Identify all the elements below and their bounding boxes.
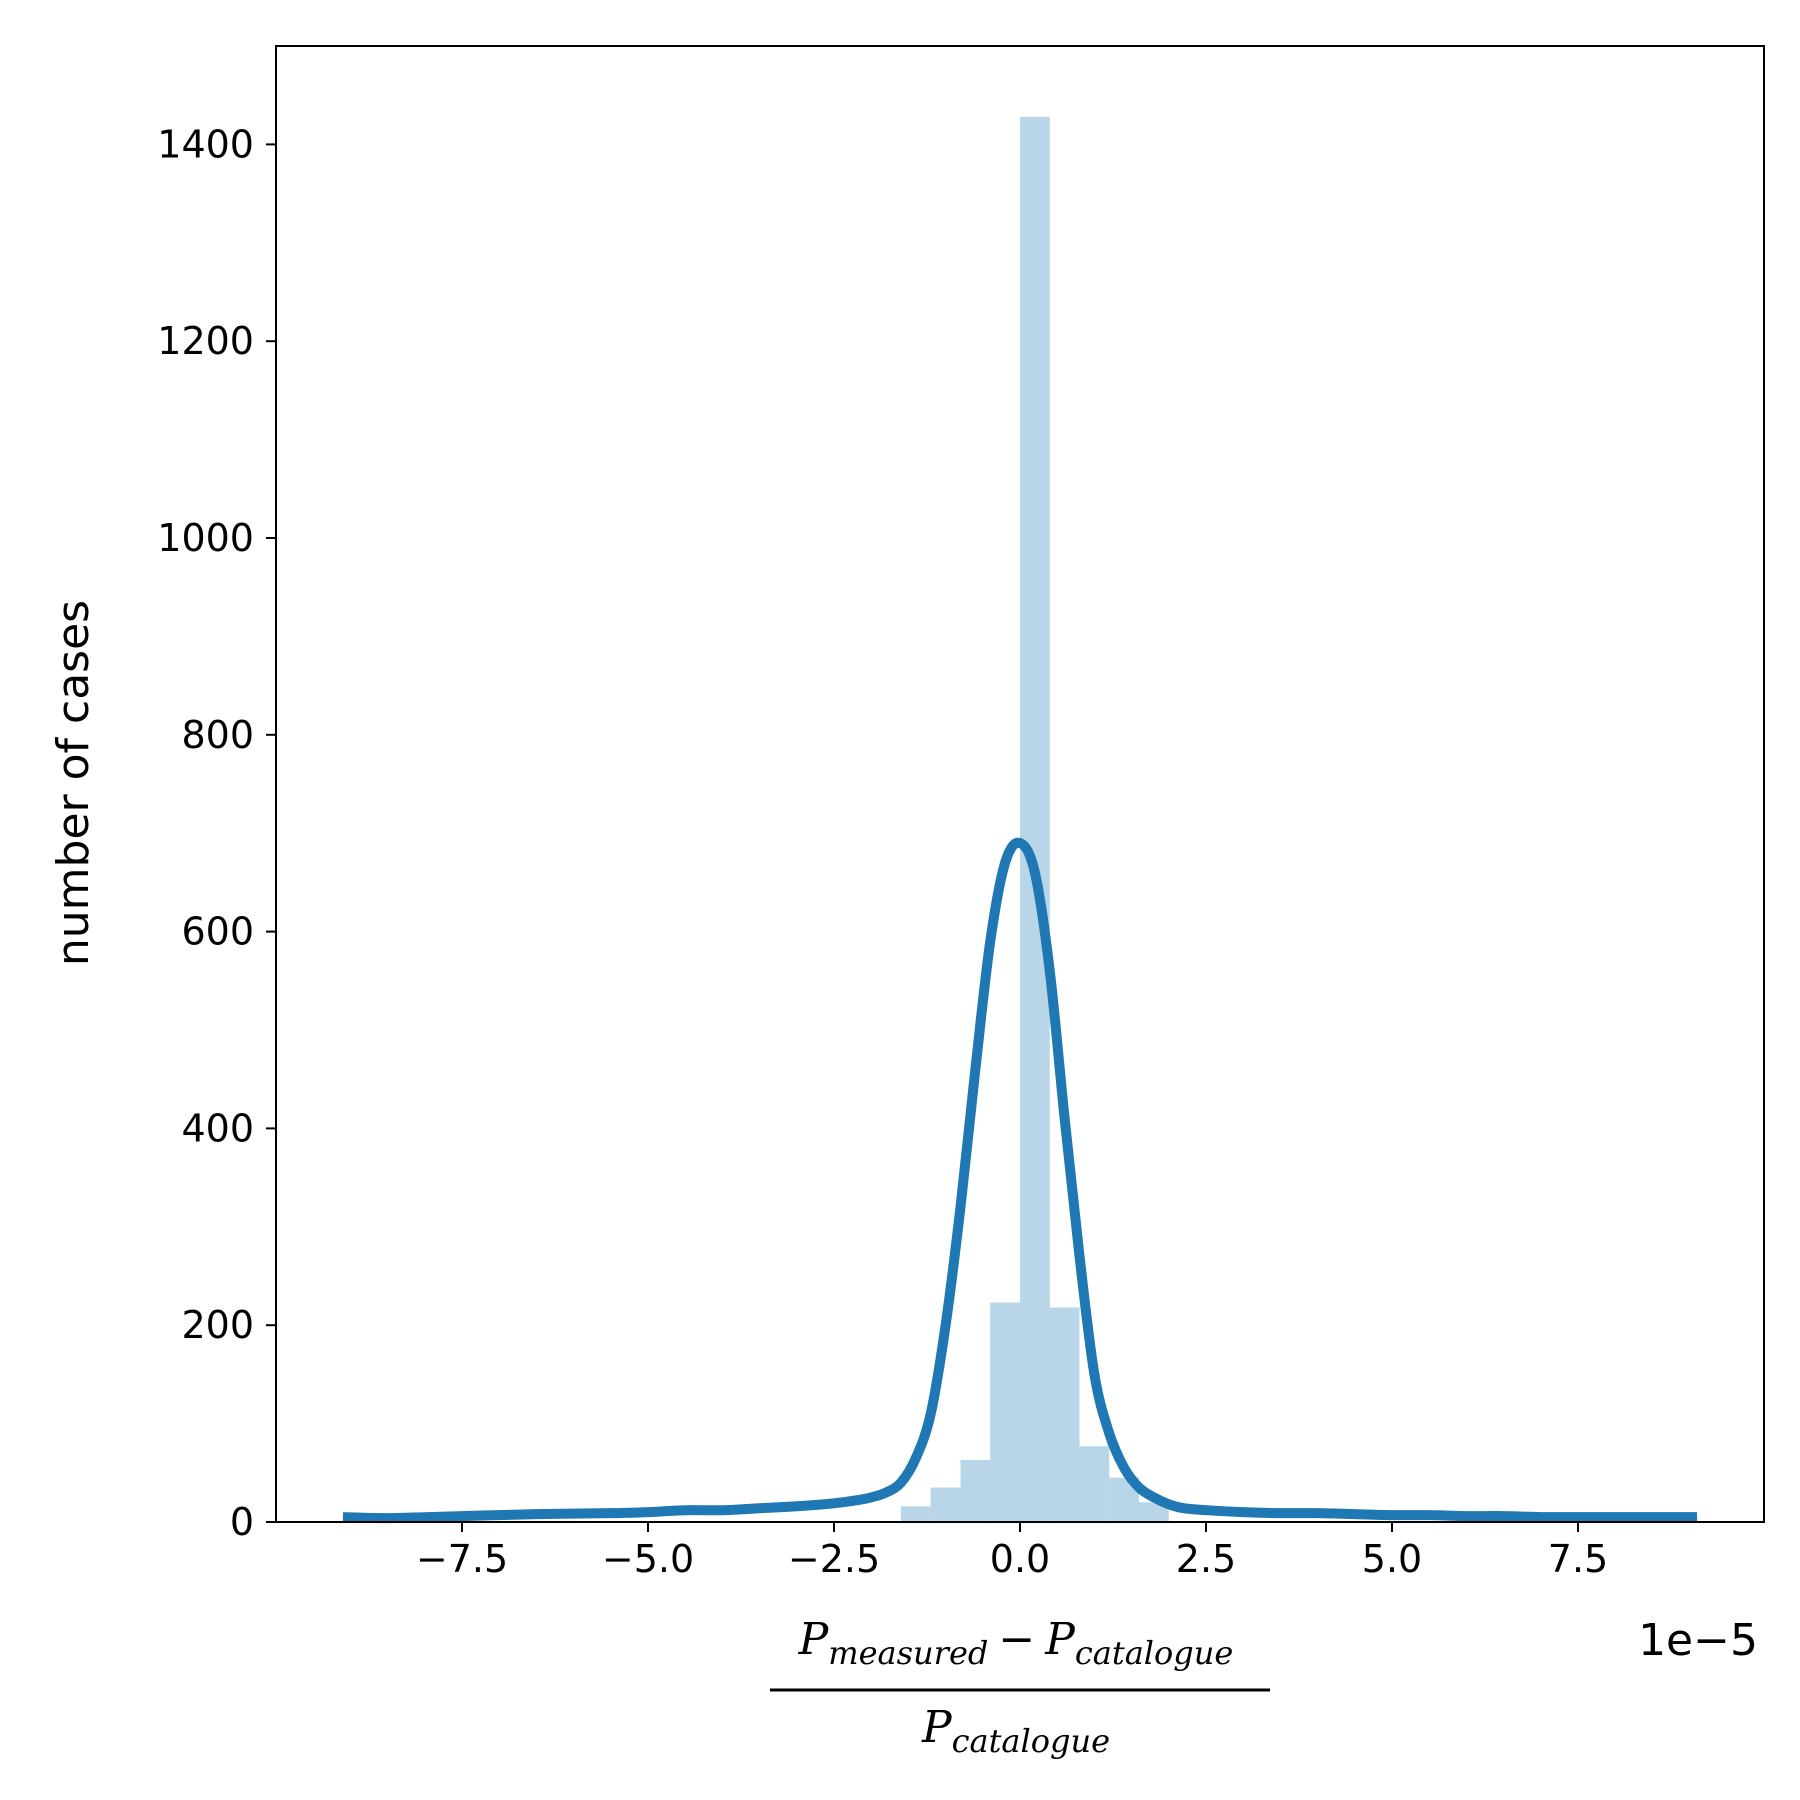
xlabel-num-minus: − xyxy=(998,1614,1035,1665)
y-axis-label: number of cases xyxy=(48,600,99,966)
x-tick-label-4: 2.5 xyxy=(1176,1537,1236,1581)
histogram-bar-6 xyxy=(1079,1446,1110,1522)
histogram-bar-1 xyxy=(930,1487,961,1522)
y-tick-label-5: 1000 xyxy=(157,516,254,560)
svg-text:Pmeasured−Pcatalogue: Pmeasured − Pcatalogue xyxy=(798,1614,1234,1672)
xlabel-num-p1: P xyxy=(798,1614,830,1665)
y-axis-ticks: 0 200 400 600 800 1000 1200 1400 xyxy=(157,122,276,1544)
xlabel-den-p: P xyxy=(921,1702,953,1753)
y-tick-label-2: 400 xyxy=(181,1106,254,1150)
y-tick-label-1: 200 xyxy=(181,1303,254,1347)
x-tick-label-5: 5.0 xyxy=(1362,1537,1422,1581)
y-tick-label-3: 600 xyxy=(181,910,254,954)
kde-curve-group xyxy=(342,837,1698,1524)
xlabel-num-sub1: measured xyxy=(828,1634,988,1672)
histogram-bar-0 xyxy=(900,1506,931,1522)
x-tick-label-1: −5.0 xyxy=(602,1537,694,1581)
y-tick-label-4: 800 xyxy=(181,713,254,757)
histogram-bar-8 xyxy=(1139,1502,1169,1522)
histogram-bar-3 xyxy=(990,1302,1020,1522)
y-tick-label-0: 0 xyxy=(230,1500,254,1544)
x-axis-ticks: −7.5 −5.0 −2.5 0.0 2.5 5.0 7.5 xyxy=(416,1522,1608,1581)
x-axis-label: Pmeasured − Pcatalogue Pcatalogue xyxy=(770,1614,1270,1760)
xlabel-num-p2: P xyxy=(1044,1614,1076,1665)
histogram-bar-2 xyxy=(960,1460,991,1522)
svg-text:Pcatalogue: Pcatalogue xyxy=(921,1702,1110,1760)
x-tick-label-0: −7.5 xyxy=(416,1537,508,1581)
y-tick-label-6: 1200 xyxy=(157,319,254,363)
histogram-bar-4 xyxy=(1020,116,1050,1522)
y-tick-label-7: 1400 xyxy=(157,122,254,166)
x-offset-label: 1e−5 xyxy=(1638,1615,1758,1666)
xlabel-den-sub: catalogue xyxy=(952,1722,1110,1760)
x-tick-label-3: 0.0 xyxy=(990,1537,1050,1581)
kde-curve xyxy=(342,837,1698,1524)
x-tick-label-6: 7.5 xyxy=(1548,1537,1608,1581)
x-tick-label-2: −2.5 xyxy=(788,1537,880,1581)
histogram-bars xyxy=(900,116,1169,1522)
histogram-bar-5 xyxy=(1049,1307,1080,1522)
xlabel-num-sub2: catalogue xyxy=(1075,1634,1233,1672)
